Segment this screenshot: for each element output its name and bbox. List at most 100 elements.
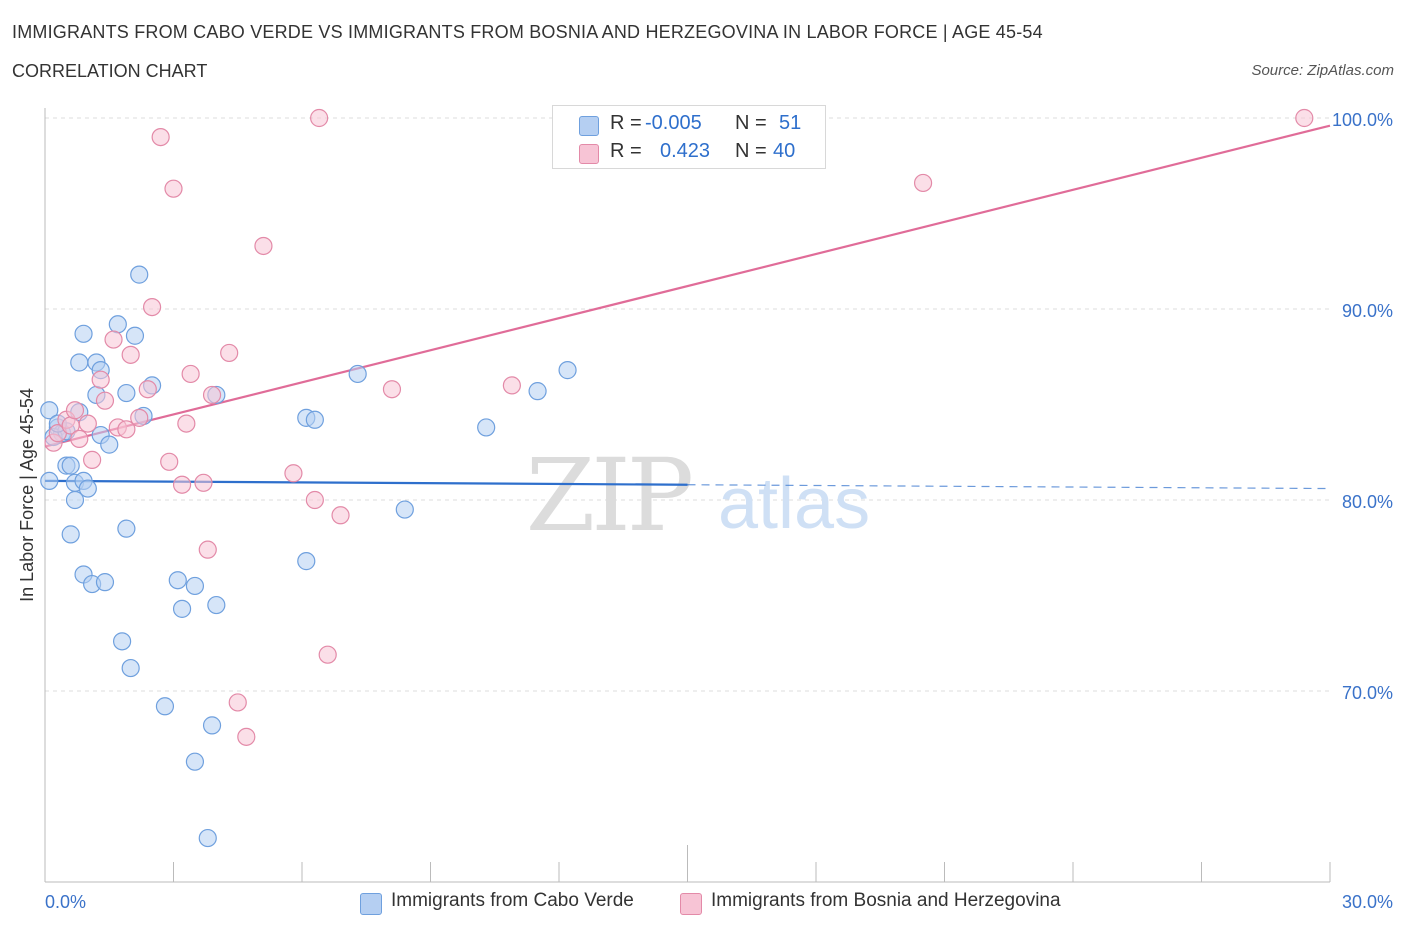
bosnia-point bbox=[382, 380, 402, 399]
y-tick-label: 90.0% bbox=[1342, 301, 1393, 321]
x-tick-label: 30.0% bbox=[1342, 892, 1393, 912]
bosnia-point bbox=[142, 297, 162, 317]
cabo-verde-point bbox=[78, 479, 97, 498]
cabo-verde-point bbox=[202, 716, 222, 735]
bosnia-point bbox=[202, 385, 222, 405]
bosnia-point bbox=[220, 343, 239, 363]
tick-labels: 100.0% 90.0% 80.0% 70.0% 0.0% 30.0% bbox=[45, 110, 1393, 912]
bosnia-point bbox=[228, 693, 247, 712]
cabo-verde-point bbox=[95, 573, 115, 592]
legend-n-value: 40 bbox=[773, 140, 796, 162]
cabo-verde-point bbox=[185, 576, 205, 596]
cabo-verde-point bbox=[198, 828, 217, 848]
cabo-verde-point bbox=[348, 364, 367, 384]
bosnia-point bbox=[130, 408, 149, 427]
cabo-verde-point bbox=[108, 315, 127, 334]
bosnia-point bbox=[318, 645, 337, 664]
cabo-verde-point bbox=[112, 632, 132, 651]
bosnia-point bbox=[160, 452, 179, 471]
legend-swatch-blue bbox=[579, 116, 599, 136]
bosnia-point bbox=[104, 330, 123, 349]
cabo-verde-point bbox=[558, 361, 577, 380]
x-tick-label: 0.0% bbox=[45, 892, 86, 912]
cabo-verde-point bbox=[100, 435, 119, 454]
bosnia-point bbox=[1295, 108, 1314, 128]
cabo-verde-point bbox=[70, 353, 89, 372]
bosnia-point bbox=[164, 179, 183, 198]
cabo-verde-point bbox=[125, 326, 145, 345]
bosnia-point bbox=[151, 128, 170, 147]
chart-source: Source: ZipAtlas.com bbox=[1251, 62, 1394, 79]
legend-n-label: N = bbox=[735, 140, 767, 162]
y-tick-label: 80.0% bbox=[1342, 492, 1393, 512]
bosnia-point bbox=[198, 540, 217, 559]
legend-row-bosnia: R = 0.423 N = 40 bbox=[553, 140, 825, 166]
cabo-verde-point bbox=[61, 525, 80, 544]
legend-n-label: N = bbox=[735, 112, 767, 134]
watermark-atlas: atlas bbox=[718, 464, 870, 544]
bosnia-point bbox=[331, 506, 350, 525]
y-tick-label: 100.0% bbox=[1332, 110, 1393, 130]
legend-row-cabo-verde: R = -0.005 N = 51 bbox=[553, 112, 825, 138]
bosnia-point bbox=[117, 420, 136, 439]
bosnia-point bbox=[284, 464, 303, 483]
cabo-verde-point bbox=[395, 500, 414, 519]
bosnia-point bbox=[70, 429, 89, 448]
bosnia-point bbox=[78, 414, 97, 433]
cabo-verde-point bbox=[40, 471, 59, 490]
cabo-verde-point bbox=[130, 265, 149, 284]
series-legend-label: Immigrants from Bosnia and Herzegovina bbox=[711, 890, 1061, 911]
watermark: ZIP atlas bbox=[526, 437, 870, 554]
legend-n-value: 51 bbox=[779, 112, 802, 134]
bosnia-point bbox=[237, 727, 256, 746]
cabo-verde-point bbox=[207, 595, 226, 615]
cabo-verde-point bbox=[65, 490, 85, 510]
bosnia-point bbox=[65, 401, 85, 420]
bosnia-point bbox=[121, 345, 140, 364]
chart-subtitle: CORRELATION CHART bbox=[12, 61, 208, 81]
y-tick-label: 70.0% bbox=[1342, 683, 1393, 703]
bosnia-point bbox=[95, 391, 115, 410]
bosnia-point bbox=[91, 370, 110, 389]
bosnia-point bbox=[181, 364, 200, 384]
cabo-verde-point bbox=[117, 383, 136, 403]
bosnia-point bbox=[254, 236, 273, 256]
cabo-verde-point bbox=[121, 658, 140, 678]
cabo-verde-point bbox=[40, 401, 59, 420]
bosnia-point bbox=[138, 380, 157, 399]
cabo-verde-point bbox=[297, 552, 316, 571]
bosnia-point bbox=[83, 450, 102, 469]
bosnia-point bbox=[310, 108, 329, 128]
cabo-verde-point bbox=[172, 599, 192, 618]
watermark-zip: ZIP bbox=[526, 437, 691, 554]
legend-r-label: R = bbox=[610, 112, 642, 134]
cabo-verde-point bbox=[155, 697, 175, 716]
cabo-verde-point bbox=[168, 571, 187, 590]
cabo-verde-point bbox=[74, 324, 93, 343]
cabo-verde-point bbox=[528, 382, 547, 401]
chart-title: IMMIGRANTS FROM CABO VERDE VS IMMIGRANTS… bbox=[12, 22, 1043, 42]
trend-lines bbox=[44, 124, 1331, 490]
series-legend: Immigrants from Cabo Verde Immigrants fr… bbox=[0, 888, 1406, 918]
y-axis-label: In Labor Force | Age 45-54 bbox=[17, 388, 37, 602]
axes bbox=[44, 108, 1331, 883]
bosnia-point bbox=[502, 376, 521, 395]
bosnia-point bbox=[194, 473, 213, 492]
cabo-verde-point bbox=[61, 456, 80, 475]
legend-r-value: 0.423 bbox=[660, 140, 711, 162]
stats-legend: R = -0.005 N = 51 R = 0.423 N = 40 bbox=[552, 105, 826, 169]
cabo-verde-point bbox=[305, 410, 324, 429]
data-points bbox=[40, 108, 1314, 848]
legend-r-value: -0.005 bbox=[645, 112, 702, 134]
bosnia-point bbox=[305, 490, 324, 510]
bosnia-point bbox=[172, 475, 192, 494]
cabo-verde-point bbox=[477, 418, 496, 437]
legend-swatch-pink bbox=[579, 144, 599, 164]
cabo-verde-point bbox=[117, 519, 136, 538]
series-swatch-pink bbox=[680, 893, 702, 915]
bosnia-trend-line bbox=[44, 124, 1331, 448]
cabo-verde-trend-extension bbox=[687, 484, 1331, 490]
gridlines bbox=[45, 117, 1330, 692]
bosnia-point bbox=[177, 414, 196, 433]
cabo-verde-trend-line bbox=[44, 479, 688, 486]
